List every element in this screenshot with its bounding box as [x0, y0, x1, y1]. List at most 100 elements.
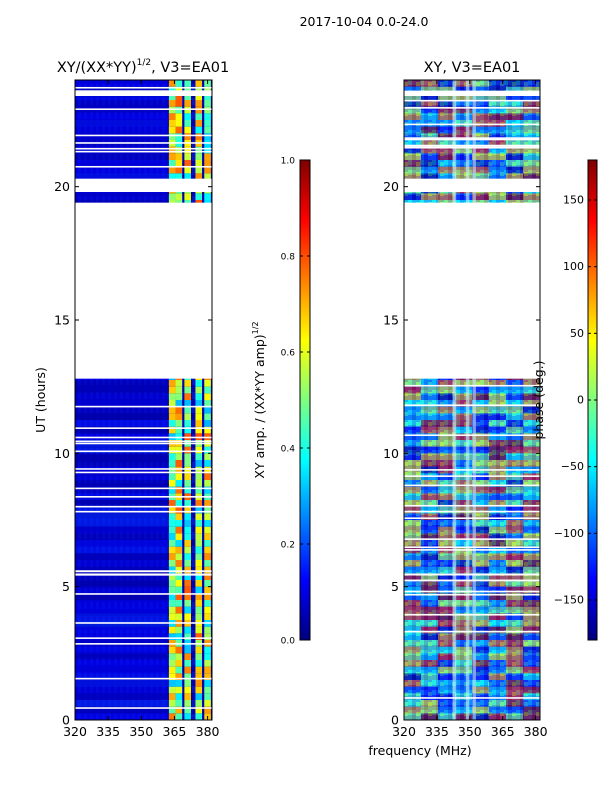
bright-channel-cell: [195, 606, 203, 614]
heatmap-row: [75, 146, 168, 154]
bright-channel-cell: [184, 586, 192, 594]
bright-channel-cell: [168, 380, 176, 387]
bright-channel-cell: [184, 693, 192, 700]
heatmap-cell: [489, 173, 506, 180]
bright-channel-cell: [175, 420, 183, 427]
heatmap-cell: [472, 713, 489, 720]
bright-channel-cell: [204, 566, 211, 574]
flagged-gap: [75, 90, 212, 96]
bright-channel-cell: [175, 606, 183, 614]
heatmap-cell: [455, 393, 472, 400]
bright-channel-cell: [175, 593, 183, 600]
heatmap-cell: [404, 386, 421, 394]
heatmap-cell: [455, 426, 472, 434]
heatmap-cell: [506, 600, 523, 607]
flagged-line: [404, 593, 540, 596]
heatmap-cell: [489, 606, 506, 614]
heatmap-cell: [489, 693, 506, 700]
heatmap-cell: [404, 166, 421, 174]
phase-panel: XY, V3=EA01 320 335 350 365 380 0 5 10 15 20: [383, 60, 547, 739]
heatmap-cell: [455, 133, 472, 140]
heatmap-cell: [506, 420, 523, 427]
bright-channel-cell: [168, 500, 176, 507]
bright-channel-cell: [195, 540, 203, 547]
bright-channel-cell: [168, 400, 176, 407]
bright-channel-cell: [175, 580, 183, 587]
phase-panel-title: XY, V3=EA01: [424, 60, 521, 76]
flagged-line: [404, 107, 540, 109]
heatmap-cell: [455, 560, 472, 567]
heatmap-cell: [438, 393, 455, 400]
heatmap-cell: [523, 400, 540, 407]
heatmap-cell: [421, 526, 438, 534]
bright-channel-cell: [204, 120, 211, 127]
heatmap-cell: [404, 120, 421, 127]
heatmap-cell: [506, 506, 523, 514]
heatmap-cell: [421, 433, 438, 440]
bright-channel-cell: [168, 626, 176, 634]
bright-channel-cell: [184, 713, 192, 720]
heatmap-cell: [438, 653, 455, 660]
flagged-line: [75, 142, 212, 144]
heatmap-cell: [404, 573, 421, 580]
heatmap-cell: [489, 666, 506, 674]
bright-channel-cell: [195, 506, 203, 514]
heatmap-cell: [421, 673, 438, 680]
bright-channel-cell: [184, 80, 192, 87]
bright-channel-cell: [184, 406, 192, 414]
heatmap-cell: [404, 700, 421, 707]
bright-channel-cell: [184, 486, 192, 494]
heatmap-cell: [506, 193, 523, 200]
bright-channel-cell: [184, 706, 192, 714]
heatmap-cell: [438, 540, 455, 547]
heatmap-cell: [455, 640, 472, 647]
heatmap-row: [75, 520, 168, 527]
heatmap-cell: [489, 140, 506, 147]
bright-channel-cell: [168, 560, 176, 567]
heatmap-cell: [523, 693, 540, 700]
heatmap-cell: [438, 686, 455, 694]
heatmap-cell: [421, 160, 438, 167]
heatmap-cell: [455, 593, 472, 600]
heatmap-row: [75, 173, 168, 180]
heatmap-cell: [455, 446, 472, 454]
heatmap-cell: [438, 380, 455, 387]
bright-channel-cell: [168, 393, 176, 400]
heatmap-cell: [438, 613, 455, 620]
heatmap-cell: [523, 140, 540, 147]
heatmap-cell: [421, 460, 438, 467]
bright-channel-cell: [184, 466, 192, 474]
heatmap-cell: [421, 606, 438, 614]
heatmap-cell: [438, 566, 455, 574]
bright-channel-cell: [204, 540, 211, 547]
bright-channel-cell: [184, 646, 192, 654]
bright-channel-cell: [175, 566, 183, 574]
heatmap-cell: [404, 426, 421, 434]
bright-channel-cell: [168, 146, 176, 154]
heatmap-cell: [489, 440, 506, 447]
heatmap-cell: [421, 406, 438, 414]
bright-channel-cell: [195, 480, 203, 487]
heatmap-cell: [506, 606, 523, 614]
bright-channel-cell: [184, 146, 192, 154]
bright-channel-cell: [175, 393, 183, 400]
y-tick-label: 0: [391, 713, 399, 728]
heatmap-cell: [472, 140, 489, 147]
heatmap-cell: [489, 586, 506, 594]
bright-channel-cell: [175, 466, 183, 474]
heatmap-cell: [489, 620, 506, 627]
heatmap-cell: [404, 620, 421, 627]
amplitude-axes: 320 335 350 365 380 0 5 10 15 20: [54, 80, 220, 739]
bright-channel-cell: [195, 486, 203, 494]
heatmap-cell: [523, 86, 540, 94]
bright-channel-cell: [175, 133, 183, 140]
bright-channel-cell: [175, 646, 183, 654]
bright-channel-cell: [168, 600, 176, 607]
bright-channel-cell: [175, 433, 183, 440]
heatmap-cell: [421, 140, 438, 147]
heatmap-cell: [455, 633, 472, 640]
heatmap-cell: [421, 620, 438, 627]
heatmap-row: [75, 126, 168, 134]
heatmap-cell: [455, 80, 472, 87]
bright-channel-cell: [184, 153, 192, 160]
